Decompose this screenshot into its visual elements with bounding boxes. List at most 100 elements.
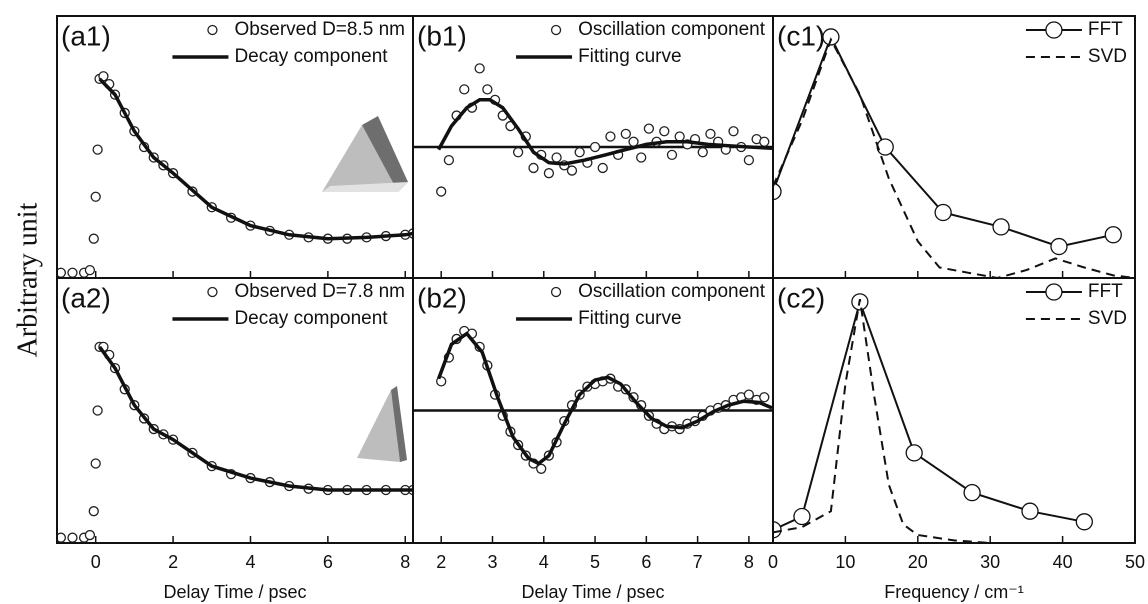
data-point	[963, 483, 981, 502]
data-point	[876, 138, 894, 156]
data-point	[666, 149, 678, 161]
x-tick-label: 4	[245, 552, 255, 572]
data-point	[436, 376, 447, 387]
data-point	[773, 182, 782, 201]
plot-area	[57, 341, 413, 543]
panel-label: (c2)	[777, 282, 825, 313]
data-point	[574, 147, 585, 158]
series-line	[436, 331, 773, 466]
data-point	[659, 126, 670, 137]
legend-label: SVD	[1088, 46, 1127, 67]
panel: (b1) Oscillation component Fitting curve	[412, 15, 774, 279]
legend-label: Decay component	[234, 308, 388, 329]
data-point	[528, 162, 539, 174]
panel-label: (b1)	[417, 20, 467, 51]
panel: (a1) Observed D=8.5 nm Decay component	[56, 15, 414, 279]
data-point	[84, 529, 96, 541]
data-point	[566, 165, 578, 176]
data-point	[773, 521, 782, 539]
data-point	[67, 532, 78, 543]
series-line	[773, 298, 1085, 531]
data-point	[636, 152, 647, 163]
legend-label: Observed D=7.8 nm	[234, 281, 405, 302]
data-point	[551, 152, 562, 163]
x-tick-label: 5	[590, 552, 600, 572]
data-point	[759, 392, 770, 403]
series-line	[773, 37, 1135, 278]
data-point	[759, 136, 770, 147]
legend-label: Oscillation component	[578, 281, 766, 302]
data-point	[88, 233, 99, 244]
data-point	[536, 463, 547, 474]
data-point	[1021, 502, 1039, 520]
legend-label: FFT	[1088, 281, 1123, 302]
y-axis-label: Arbitrary unit	[12, 202, 43, 357]
data-point	[793, 507, 811, 526]
data-point	[643, 123, 655, 134]
panel-frame	[772, 15, 1136, 279]
data-point	[92, 405, 103, 416]
panel-label: (c1)	[777, 20, 825, 51]
legend-label: Fitting curve	[578, 308, 681, 329]
panel: 0 10 20 30 40 50 Frequency / cm⁻¹ (c2) FFT SVD	[768, 277, 1145, 602]
panel-label: (a1)	[61, 20, 111, 51]
x-tick-label: 2	[436, 552, 446, 572]
data-point	[705, 128, 716, 140]
x-axis-label: Delay Time / psec	[521, 582, 664, 602]
inset-prism	[357, 386, 407, 462]
x-tick-label: 0	[768, 552, 778, 572]
x-tick-label: 20	[908, 552, 928, 572]
data-point	[620, 128, 631, 140]
legend-label: Decay component	[234, 46, 388, 67]
legend-swatch	[550, 24, 562, 36]
x-tick-label: 6	[641, 552, 651, 572]
legend-label: Observed D=8.5 nm	[234, 19, 405, 40]
panel: 2 3 4 5 6 7 8 Delay Time / psec (b2) Oscillation …	[412, 277, 774, 602]
panel: 0 2 4 6 8 Delay Time / psec (a2) Observed D=7.8…	[56, 277, 414, 602]
x-tick-label: 10	[835, 552, 855, 572]
x-tick-label: 30	[980, 552, 1000, 572]
data-point	[605, 131, 616, 142]
data-point	[92, 144, 103, 155]
data-point	[743, 389, 755, 400]
data-point	[436, 186, 447, 197]
x-tick-label: 6	[323, 552, 333, 572]
legend-swatch	[1045, 283, 1063, 301]
data-point	[1050, 237, 1068, 256]
plot-area	[436, 325, 773, 474]
legend-swatch	[550, 286, 562, 298]
plot-area	[773, 293, 1135, 543]
x-tick-label: 0	[91, 552, 101, 572]
x-tick-label: 40	[1053, 552, 1073, 572]
data-point	[1104, 226, 1122, 244]
data-point	[67, 267, 78, 278]
legend-swatch	[207, 24, 218, 36]
data-point	[84, 264, 96, 276]
plot-area	[773, 28, 1135, 278]
data-point	[512, 147, 524, 158]
series-line	[98, 77, 413, 241]
series-line	[98, 345, 413, 492]
data-point	[1075, 513, 1093, 531]
data-point	[90, 458, 101, 469]
panel-frame	[772, 277, 1136, 544]
data-point	[697, 147, 708, 158]
x-tick-label: 7	[693, 552, 703, 572]
panel-label: (a2)	[61, 282, 111, 313]
data-point	[822, 28, 840, 46]
x-axis-label: Delay Time / psec	[163, 582, 306, 602]
x-tick-label: 4	[539, 552, 549, 572]
panel: (c1) FFT SVD	[772, 15, 1136, 279]
data-point	[88, 506, 99, 517]
data-point	[674, 131, 685, 142]
data-point	[628, 136, 639, 147]
panel-label: (b2)	[417, 282, 467, 313]
inset-prism	[322, 116, 408, 192]
x-axis-label: Frequency / cm⁻¹	[884, 582, 1024, 602]
data-point	[743, 154, 755, 166]
x-tick-label: 8	[744, 552, 754, 572]
legend-label: SVD	[1088, 308, 1127, 329]
plot-area	[436, 63, 773, 197]
data-point	[443, 154, 455, 166]
